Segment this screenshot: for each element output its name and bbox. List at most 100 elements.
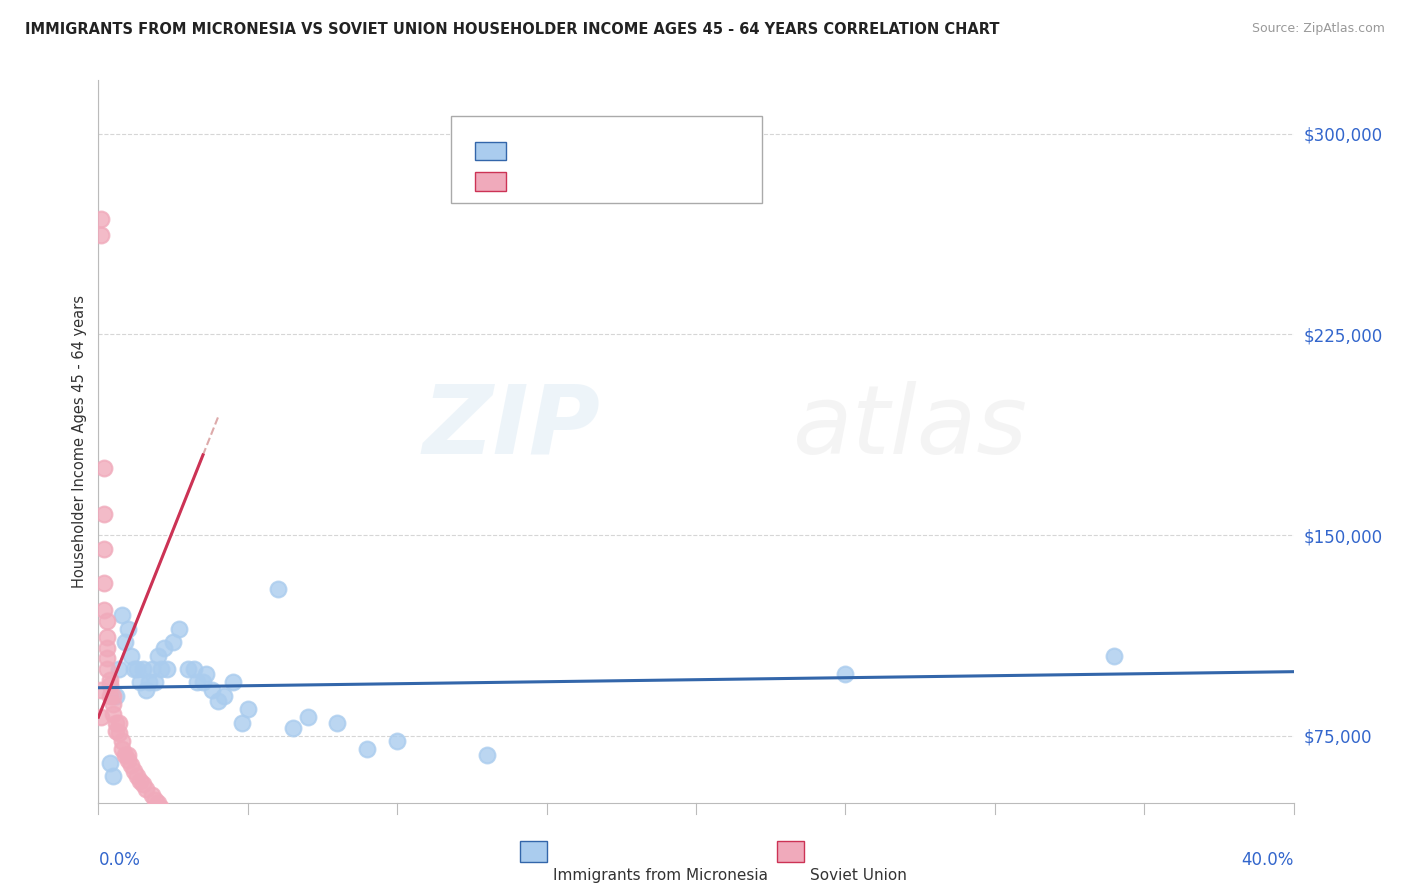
Point [103, 689, 125, 703]
Point [90, 228, 112, 243]
Point [150, 662, 173, 676]
Point [103, 697, 125, 711]
Point [195, 667, 218, 681]
Point [105, 689, 128, 703]
Point [297, 710, 319, 724]
Point [129, 774, 152, 789]
Point [129, 675, 152, 690]
Point [98, 756, 122, 770]
Point [236, 702, 259, 716]
Point [141, 662, 163, 676]
Point [127, 662, 149, 676]
Point [191, 836, 214, 850]
Point [153, 640, 176, 655]
Point [96, 614, 118, 628]
Point [117, 753, 139, 767]
Point [167, 822, 190, 837]
Point [191, 675, 214, 690]
Text: R = 0.264   N = 48: R = 0.264 N = 48 [520, 168, 678, 186]
Point [356, 742, 378, 756]
Point [108, 662, 131, 676]
Point [93, 603, 115, 617]
Point [135, 683, 157, 698]
Point [96, 640, 118, 655]
Text: R = 0.037   N = 42: R = 0.037 N = 42 [520, 137, 678, 156]
Text: ZIP: ZIP [422, 381, 600, 474]
Point [172, 825, 194, 839]
Point [114, 635, 136, 649]
Point [281, 721, 304, 735]
Point [183, 662, 205, 676]
Point [167, 622, 190, 636]
Point [90, 710, 112, 724]
Point [108, 715, 131, 730]
Point [143, 793, 166, 807]
Point [93, 541, 115, 556]
Point [124, 764, 146, 778]
Point [108, 726, 131, 740]
Point [111, 608, 134, 623]
Point [207, 694, 229, 708]
Point [231, 715, 253, 730]
FancyBboxPatch shape [778, 841, 804, 862]
Point [141, 788, 163, 802]
Point [132, 662, 155, 676]
Point [183, 830, 205, 845]
FancyBboxPatch shape [475, 172, 506, 191]
Point [127, 769, 149, 783]
Point [143, 675, 166, 690]
Point [165, 817, 187, 831]
Point [267, 582, 290, 596]
Point [201, 683, 224, 698]
Point [326, 715, 349, 730]
Point [111, 742, 134, 756]
Point [98, 673, 122, 687]
Point [103, 707, 125, 722]
Point [96, 651, 118, 665]
Point [93, 576, 115, 591]
Point [93, 461, 115, 475]
Point [120, 758, 142, 772]
Point [834, 667, 856, 681]
Point [186, 675, 208, 690]
Text: Soviet Union: Soviet Union [810, 868, 907, 883]
Point [124, 662, 146, 676]
Point [156, 809, 179, 823]
Point [212, 689, 235, 703]
Point [105, 723, 128, 738]
Point [103, 769, 125, 783]
Point [114, 747, 136, 762]
Point [138, 675, 160, 690]
Point [117, 622, 139, 636]
Point [385, 734, 409, 748]
Point [93, 507, 115, 521]
Point [222, 675, 245, 690]
Point [105, 715, 128, 730]
Point [150, 801, 173, 815]
Point [1104, 648, 1126, 663]
Point [135, 782, 157, 797]
Point [148, 648, 170, 663]
FancyBboxPatch shape [475, 142, 506, 161]
Point [153, 806, 176, 821]
Y-axis label: Householder Income Ages 45 - 64 years: Householder Income Ages 45 - 64 years [72, 295, 87, 588]
Point [98, 678, 122, 692]
Text: 40.0%: 40.0% [1241, 851, 1294, 869]
Text: Immigrants from Micronesia: Immigrants from Micronesia [553, 868, 768, 883]
Point [162, 817, 184, 831]
Point [132, 777, 155, 791]
Text: Source: ZipAtlas.com: Source: ZipAtlas.com [1251, 22, 1385, 36]
Point [96, 662, 118, 676]
Point [475, 747, 498, 762]
Text: 0.0%: 0.0% [98, 851, 141, 869]
Text: atlas: atlas [792, 381, 1026, 474]
Text: IMMIGRANTS FROM MICRONESIA VS SOVIET UNION HOUSEHOLDER INCOME AGES 45 - 64 YEARS: IMMIGRANTS FROM MICRONESIA VS SOVIET UNI… [25, 22, 1000, 37]
Point [117, 747, 139, 762]
FancyBboxPatch shape [520, 841, 547, 862]
Point [177, 662, 200, 676]
Point [148, 796, 170, 810]
Point [162, 635, 184, 649]
Point [111, 734, 134, 748]
Point [120, 648, 142, 663]
Point [98, 689, 122, 703]
